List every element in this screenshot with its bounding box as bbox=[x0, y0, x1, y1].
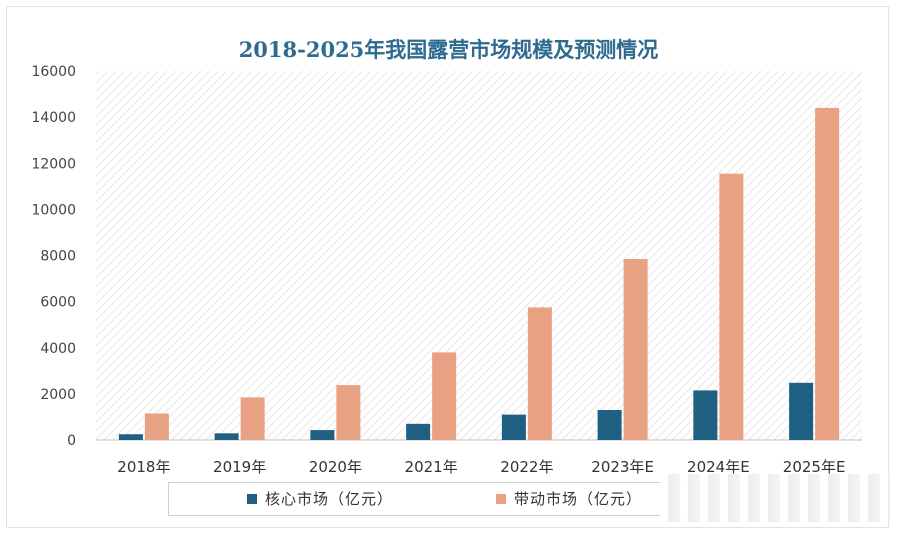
plot-area bbox=[96, 71, 862, 440]
x-tick-label: 2018年 bbox=[117, 458, 170, 476]
bar-core bbox=[501, 414, 526, 440]
bar-core bbox=[406, 423, 431, 440]
bar-driven bbox=[432, 352, 457, 440]
x-tick-label: 2023年E bbox=[591, 458, 654, 476]
x-axis-ticks: 2018年 2019年 2020年 2021年 2022年 2023年E 2024年E 202… bbox=[117, 458, 845, 476]
legend-swatch-driven bbox=[496, 493, 506, 504]
legend-label-core: 核心市场（亿元） bbox=[265, 490, 394, 508]
chart-legend: 核心市场（亿元） 带动市场（亿元） bbox=[168, 482, 706, 516]
bar-core bbox=[118, 434, 143, 440]
legend-label-driven: 带动市场（亿元） bbox=[514, 490, 643, 508]
bar-driven bbox=[815, 107, 840, 441]
y-tick-label: 6000 bbox=[40, 295, 76, 311]
x-tick-label: 2022年 bbox=[500, 458, 553, 476]
x-tick-label: 2020年 bbox=[309, 458, 362, 476]
legend-swatch-core bbox=[247, 493, 257, 504]
bar-core bbox=[310, 430, 335, 440]
x-tick-label: 2021年 bbox=[405, 458, 458, 476]
watermark-blur bbox=[660, 474, 890, 522]
y-axis-ticks: 0 2000 4000 6000 8000 10000 12000 14000 16000 bbox=[31, 64, 76, 449]
bar-core bbox=[789, 382, 814, 440]
bar-core bbox=[597, 410, 622, 440]
legend-item-core: 核心市场（亿元） bbox=[247, 488, 393, 509]
bar-driven bbox=[719, 173, 744, 441]
y-tick-label: 4000 bbox=[40, 341, 76, 357]
x-tick-label: 2024年E bbox=[687, 458, 750, 476]
bar-core bbox=[693, 390, 718, 440]
y-tick-label: 8000 bbox=[40, 249, 76, 265]
y-tick-label: 2000 bbox=[40, 387, 76, 403]
x-tick-label: 2025年E bbox=[783, 458, 846, 476]
y-tick-label: 10000 bbox=[31, 202, 76, 218]
chart-title: 2018-2025年我国露营市场规模及预测情况 bbox=[238, 37, 659, 62]
y-tick-label: 0 bbox=[67, 433, 76, 449]
x-tick-label: 2019年 bbox=[213, 458, 266, 476]
bar-driven bbox=[623, 258, 648, 440]
bar-core bbox=[214, 433, 239, 440]
y-tick-label: 16000 bbox=[31, 64, 76, 80]
bar-series bbox=[118, 107, 840, 441]
y-tick-label: 14000 bbox=[31, 110, 76, 126]
bar-driven bbox=[527, 307, 552, 440]
legend-item-driven: 带动市场（亿元） bbox=[496, 488, 642, 509]
bar-driven bbox=[240, 397, 265, 440]
y-tick-label: 12000 bbox=[31, 156, 76, 172]
bar-driven bbox=[336, 385, 361, 440]
bar-driven bbox=[144, 413, 169, 440]
